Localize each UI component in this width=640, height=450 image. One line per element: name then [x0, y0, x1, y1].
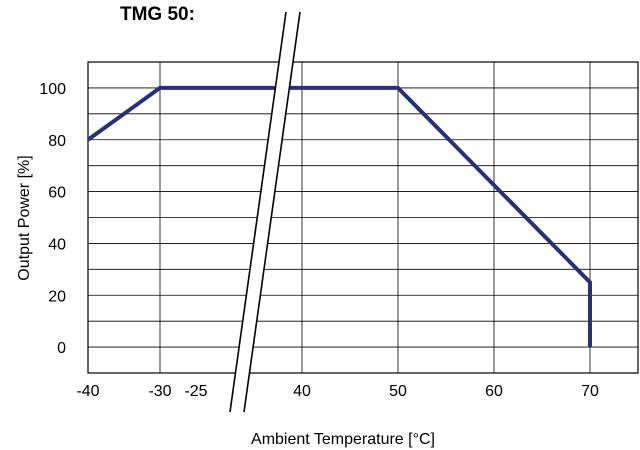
x-tick-label: -25	[184, 383, 207, 400]
x-tick-label: 50	[389, 383, 407, 400]
series-group	[86, 85, 592, 348]
y-tick-labels: 0 20 40 60 80 100	[39, 81, 66, 357]
grid	[88, 62, 638, 373]
axis-break-line-right	[243, 11, 301, 413]
x-tick-label: 60	[485, 383, 503, 400]
y-axis-label: Output Power [%]	[16, 155, 33, 280]
y-tick-label: 20	[48, 288, 66, 305]
y-tick-label: 0	[57, 340, 66, 357]
y-tick-label: 80	[48, 133, 66, 150]
y-tick-label: 40	[48, 236, 66, 253]
x-axis-label: Ambient Temperature [°C]	[251, 431, 435, 448]
y-tick-label: 100	[39, 81, 66, 98]
x-tick-labels: -40 -30 -25 40 50 60 70	[76, 383, 599, 400]
x-tick-label: -40	[76, 383, 99, 400]
x-tick-label: 70	[581, 383, 599, 400]
x-tick-label: 40	[293, 383, 311, 400]
plot-frame	[87, 61, 639, 374]
y-tick-label: 60	[48, 185, 66, 202]
chart-title: TMG 50:	[120, 4, 195, 25]
x-tick-label: -30	[148, 383, 171, 400]
axis-break-gap	[230, 12, 300, 412]
series-line	[86, 85, 592, 348]
axis-break-line-left	[229, 11, 287, 413]
